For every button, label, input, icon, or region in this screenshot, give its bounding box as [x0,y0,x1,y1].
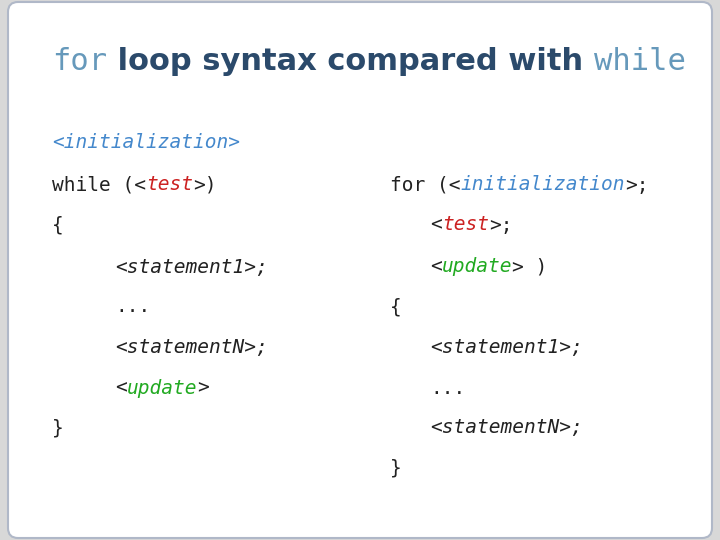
Text: <statementN>;: <statementN>; [115,339,268,357]
Text: test: test [146,176,193,194]
Text: test: test [442,215,489,234]
Text: <statementN>;: <statementN>; [430,418,582,437]
Text: loop syntax compared with: loop syntax compared with [107,48,594,77]
Text: for (<: for (< [390,176,461,194]
Text: initialization: initialization [461,176,625,194]
Text: > ): > ) [512,258,547,276]
Text: {: { [390,298,402,316]
Text: <: < [430,215,442,234]
Text: <statement1>;: <statement1>; [430,339,582,357]
Text: >;: >; [625,176,649,194]
Text: <initialization>: <initialization> [52,133,240,152]
Text: >;: >; [489,215,512,234]
Text: update: update [442,258,512,276]
Text: <statement1>;: <statement1>; [115,258,268,276]
Text: }: } [52,418,64,437]
Text: {: { [52,215,64,234]
Text: while (<: while (< [52,176,146,194]
FancyBboxPatch shape [8,2,712,538]
Text: update: update [127,379,197,397]
Text: }: } [390,458,402,477]
Text: <: < [430,258,442,276]
Text: while: while [594,48,685,77]
Text: for: for [52,48,107,77]
Text: >: > [197,379,209,397]
Text: ...: ... [430,379,465,397]
Text: >): >) [193,176,217,194]
Text: ...: ... [115,298,150,316]
Text: <: < [115,379,127,397]
